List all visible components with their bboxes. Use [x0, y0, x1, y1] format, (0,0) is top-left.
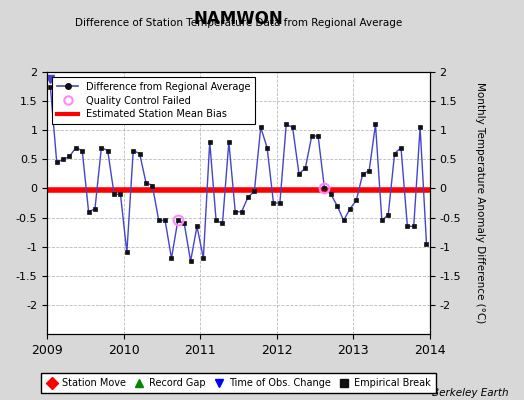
Legend: Station Move, Record Gap, Time of Obs. Change, Empirical Break: Station Move, Record Gap, Time of Obs. C… [41, 374, 435, 393]
Text: Berkeley Earth: Berkeley Earth [432, 388, 508, 398]
Y-axis label: Monthly Temperature Anomaly Difference (°C): Monthly Temperature Anomaly Difference (… [475, 82, 485, 324]
Text: NAMWON: NAMWON [193, 10, 283, 28]
Legend: Difference from Regional Average, Quality Control Failed, Estimated Station Mean: Difference from Regional Average, Qualit… [52, 77, 255, 124]
Text: Difference of Station Temperature Data from Regional Average: Difference of Station Temperature Data f… [75, 18, 402, 28]
